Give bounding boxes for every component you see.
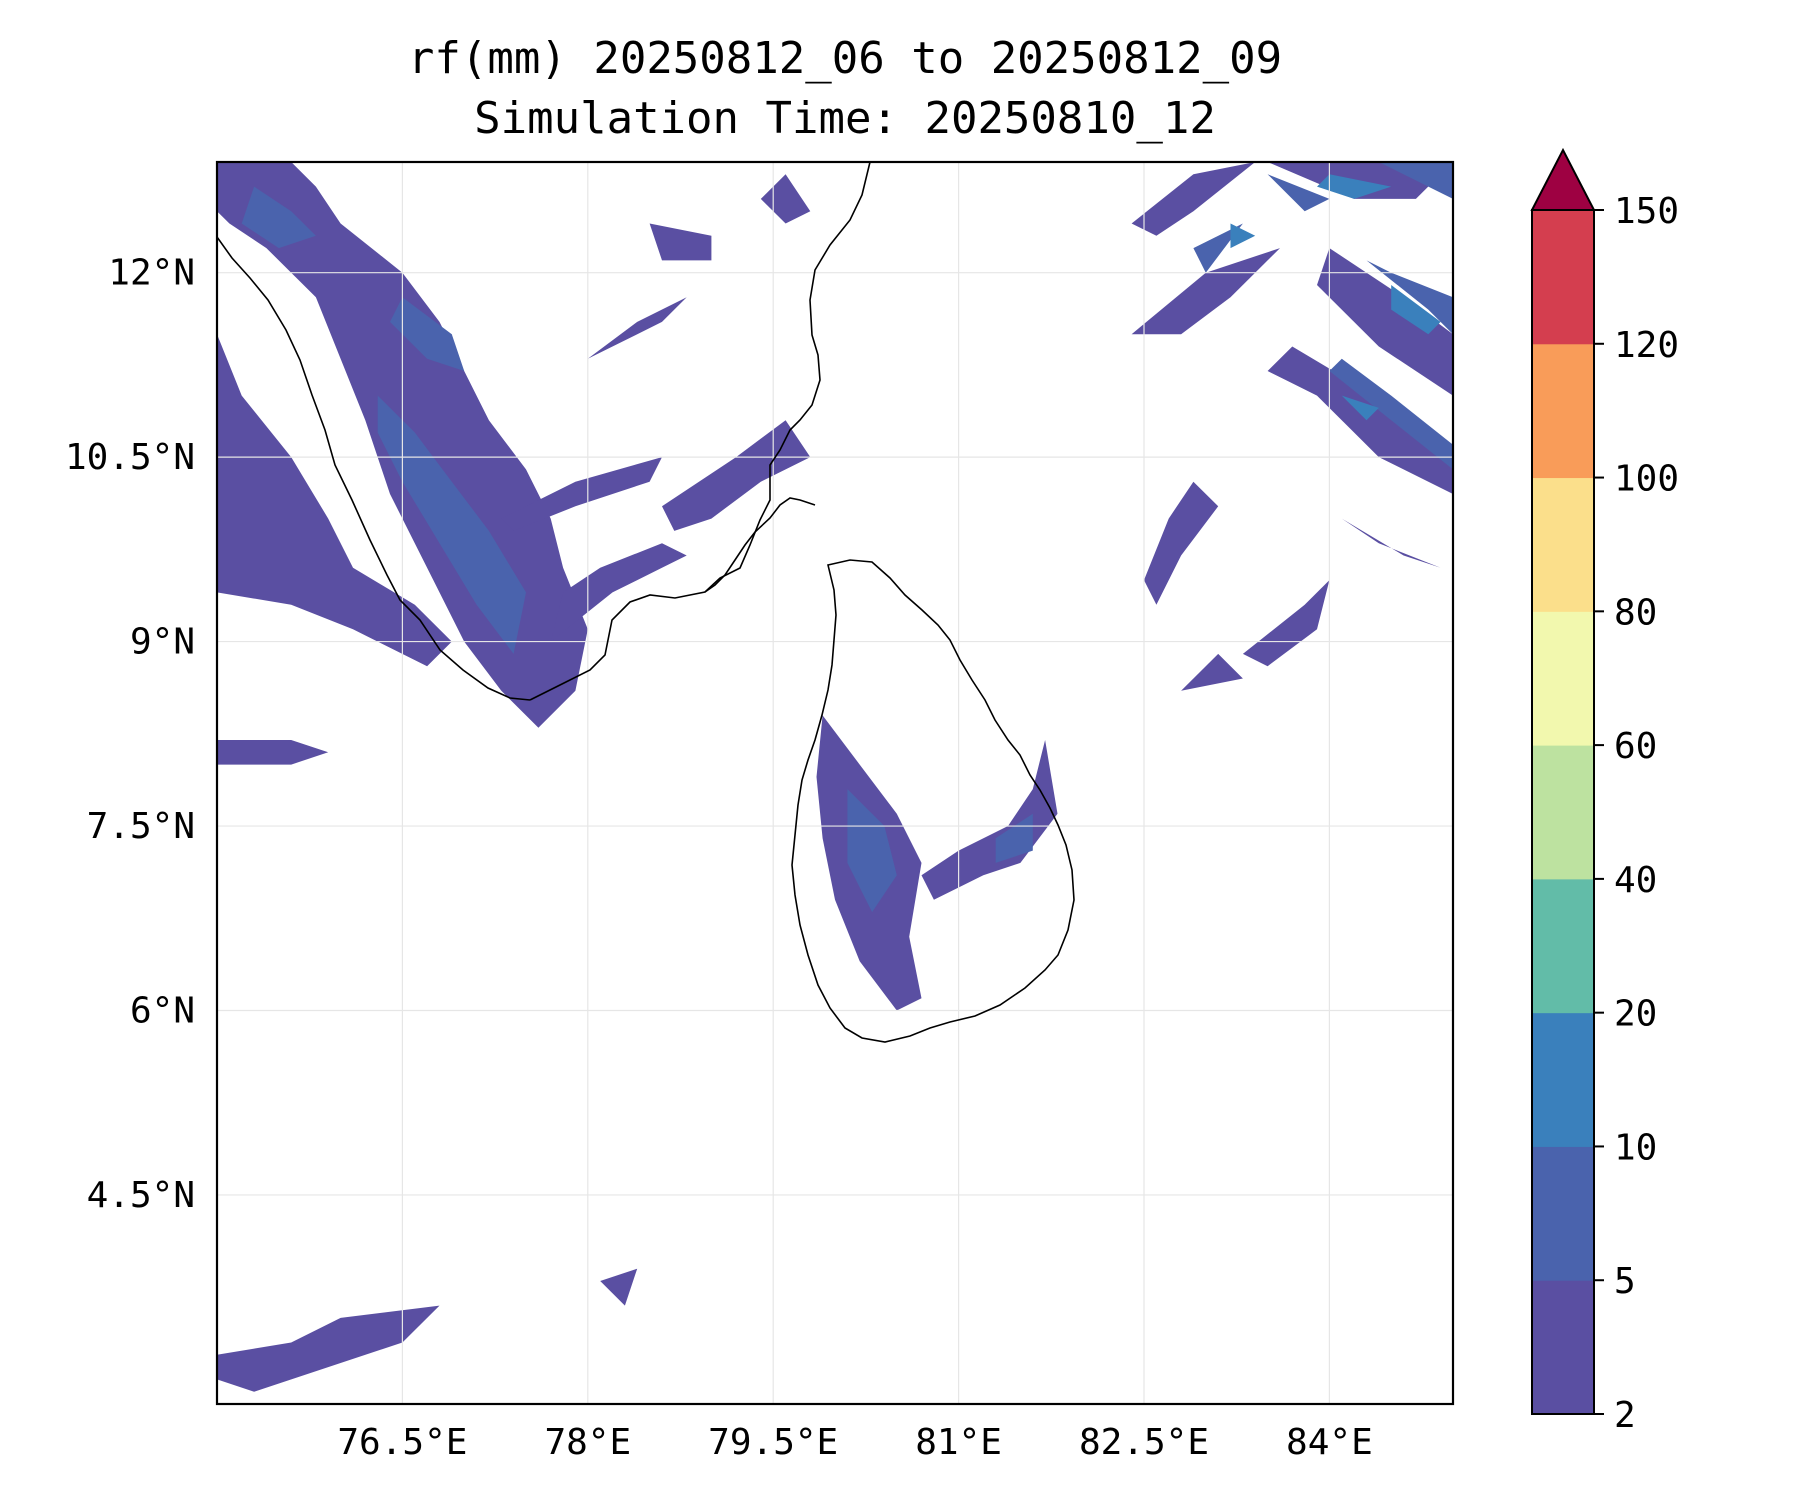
- map-subtitle: Simulation Time: 20250810_12: [474, 93, 1216, 144]
- rain-area-25: [847, 789, 897, 913]
- rain-area-22: [241, 186, 316, 249]
- y-tick-label: 9°N: [130, 622, 195, 663]
- colorbar-label: 80: [1614, 592, 1657, 633]
- coastline-gulf-mannar: [704, 497, 816, 593]
- colorbar-label: 60: [1614, 726, 1657, 767]
- rain-area-3: [550, 543, 687, 642]
- colorbar-segment-5: [1532, 611, 1594, 746]
- y-axis-ticks: 12°N 10.5°N 9°N 7.5°N 6°N 4.5°N: [65, 253, 195, 1216]
- rain-area-8: [587, 297, 687, 359]
- x-tick-label: 78°E: [544, 1422, 631, 1463]
- rain-area-19: [1341, 518, 1441, 568]
- rain-area-24: [390, 297, 465, 371]
- rain-area-30: [1366, 260, 1453, 335]
- colorbar: 2 5 10 20 40 60 80 100 120 150: [1530, 147, 1679, 1436]
- rain-area-18: [1317, 248, 1453, 396]
- rain-area-12: [600, 1268, 638, 1306]
- coastline-india-west: [217, 236, 531, 701]
- rain-area-33: [1391, 285, 1441, 335]
- rain-area-34: [1341, 395, 1379, 421]
- colorbar-label: 5: [1614, 1261, 1636, 1302]
- colorbar-label: 20: [1614, 994, 1657, 1035]
- colorbar-label: 2: [1614, 1395, 1636, 1436]
- y-tick-label: 6°N: [130, 990, 195, 1031]
- colorbar-extend-arrow: [1530, 147, 1596, 211]
- map-frame: [215, 160, 1455, 1406]
- rain-area-7: [760, 174, 811, 224]
- colorbar-segment-8: [1532, 210, 1594, 345]
- y-tick-label: 10.5°N: [65, 437, 195, 478]
- colorbar-label: 40: [1614, 860, 1657, 901]
- colorbar-segment-1: [1532, 1146, 1594, 1281]
- x-tick-label: 84°E: [1286, 1422, 1373, 1463]
- colorbar-segment-2: [1532, 1012, 1594, 1147]
- x-tick-label: 79.5°E: [708, 1422, 838, 1463]
- rain-area-2: [217, 740, 329, 765]
- colorbar-segment-6: [1532, 477, 1594, 612]
- x-tick-label: 81°E: [915, 1422, 1002, 1463]
- colorbar-label: 10: [1614, 1127, 1657, 1168]
- rain-area-5: [501, 457, 662, 531]
- rain-area-16: [1144, 481, 1219, 605]
- colorbar-frame: [1531, 209, 1595, 1415]
- colorbar-segment-3: [1532, 878, 1594, 1014]
- coastlines: [217, 162, 1075, 1043]
- y-tick-label: 12°N: [108, 253, 195, 294]
- rain-area-23: [377, 395, 526, 654]
- rain-area-32: [1317, 174, 1392, 199]
- rain-area-4: [662, 420, 811, 531]
- coastline-india-east: [529, 162, 871, 701]
- rain-area-11: [217, 1305, 440, 1392]
- x-axis-ticks: 76.5°E 78°E 79.5°E 81°E 82.5°E 84°E: [337, 1422, 1372, 1463]
- x-tick-label: 82.5°E: [1079, 1422, 1209, 1463]
- rain-area-21: [1181, 653, 1243, 691]
- rain-area-10: [921, 740, 1058, 900]
- y-tick-label: 4.5°N: [87, 1175, 195, 1216]
- rain-area-29: [1329, 358, 1453, 470]
- colorbar-label: 100: [1614, 459, 1679, 500]
- x-tick-label: 76.5°E: [337, 1422, 467, 1463]
- rain-area-6: [649, 223, 712, 261]
- rain-area-35: [1230, 223, 1256, 249]
- gridlines: [217, 162, 1453, 1404]
- rain-area-17: [1131, 248, 1280, 335]
- colorbar-segment-0: [1532, 1280, 1594, 1415]
- map-title: rf(mm) 20250812_06 to 20250812_09: [407, 33, 1283, 84]
- rain-area-1: [217, 334, 452, 667]
- colorbar-segment-7: [1532, 343, 1594, 479]
- colorbar-segment-4: [1532, 745, 1594, 880]
- rain-area-28: [1378, 162, 1453, 199]
- colorbar-label: 120: [1614, 325, 1679, 366]
- rain-area-13: [1131, 162, 1256, 236]
- rain-area-20: [1242, 580, 1330, 667]
- colorbar-label: 150: [1614, 191, 1679, 232]
- y-tick-label: 7.5°N: [87, 806, 195, 847]
- coastline-sri-lanka: [791, 559, 1075, 1043]
- rain-area-27: [1267, 174, 1330, 212]
